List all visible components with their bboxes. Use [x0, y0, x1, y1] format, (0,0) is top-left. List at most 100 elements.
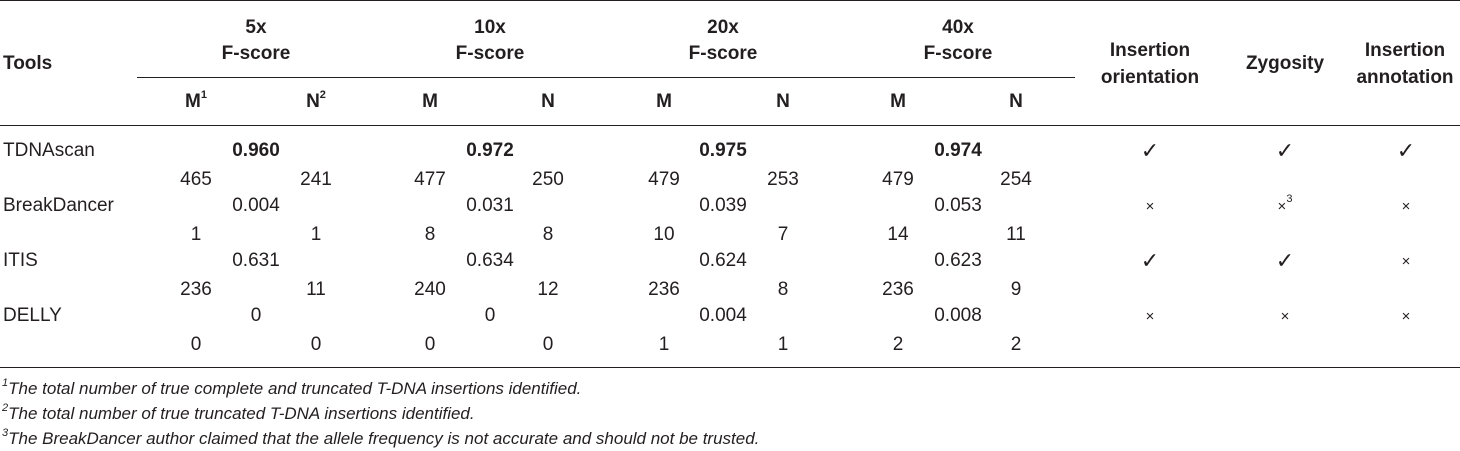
- n-count: 253: [767, 169, 799, 190]
- fscore-label: F-score: [923, 43, 993, 64]
- insertion-annotation-header: Insertion annotation: [1356, 40, 1454, 88]
- fscore-value: 0.008: [934, 305, 982, 326]
- m-count: 10: [653, 224, 675, 245]
- fscore-value: 0.634: [466, 250, 514, 271]
- n-count: 7: [777, 224, 789, 245]
- m-count: 0: [190, 334, 202, 355]
- n-count: 1: [310, 224, 322, 245]
- fscore-value: 0.031: [466, 195, 514, 216]
- m-count: 2: [892, 334, 904, 355]
- zygosity-mark: ×3: [1245, 193, 1325, 218]
- m-count: 465: [180, 169, 212, 190]
- m-count: 236: [180, 279, 212, 300]
- m-label: M: [185, 91, 201, 112]
- n-count: 0: [310, 334, 322, 355]
- coverage-rule: [137, 77, 1075, 78]
- n-count: 9: [1010, 279, 1022, 300]
- top-rule: [0, 0, 1460, 1]
- fscore-value: 0.039: [699, 195, 747, 216]
- annotation-mark-glyph: ×: [1401, 253, 1411, 270]
- table-bottom-rule: [0, 367, 1460, 368]
- annotation-mark-glyph: ✓: [1396, 138, 1416, 163]
- tools-header: Tools: [3, 53, 53, 74]
- insertion-orientation-header: Insertion orientation: [1100, 40, 1200, 88]
- annotation-mark: ×: [1366, 305, 1446, 328]
- m-label: M: [656, 91, 672, 112]
- n-count: 1: [777, 334, 789, 355]
- fscore-value: 0.624: [699, 250, 747, 271]
- footnote-2: 2The total number of true truncated T-DN…: [2, 402, 475, 423]
- footnote-1: 1The total number of true complete and t…: [2, 377, 582, 398]
- annotation-mark: ×: [1366, 195, 1446, 218]
- n-count: 8: [777, 279, 789, 300]
- n-count: 12: [537, 279, 559, 300]
- m-count: 1: [190, 224, 202, 245]
- m-count: 236: [882, 279, 914, 300]
- orientation-mark-glyph: ✓: [1140, 248, 1160, 273]
- n-count: 11: [1006, 224, 1026, 245]
- fscore-value: 0.053: [934, 195, 982, 216]
- m-count: 477: [414, 169, 446, 190]
- zygosity-header: Zygosity: [1245, 53, 1325, 74]
- fscore-value: 0.623: [934, 250, 982, 271]
- annotation-mark: ×: [1366, 250, 1446, 273]
- coverage-header-0: 5x F-score: [176, 17, 336, 65]
- coverage-header-1: 10x F-score: [410, 17, 570, 65]
- zygosity-mark: ✓: [1245, 140, 1325, 164]
- zygosity-mark: ×: [1245, 305, 1325, 328]
- zygosity-mark-glyph: ✓: [1275, 138, 1295, 163]
- n-label: N: [541, 91, 555, 112]
- coverage-label: 5x: [245, 17, 267, 38]
- n-label: N: [1009, 91, 1023, 112]
- n-label: N: [776, 91, 790, 112]
- footnote-ref-2: 2: [319, 89, 326, 101]
- annotation-mark: ✓: [1366, 140, 1446, 164]
- m-count: 236: [648, 279, 680, 300]
- fscore-value: 0.004: [699, 305, 747, 326]
- orientation-mark-glyph: ✓: [1140, 138, 1160, 163]
- fscore-value: 0.960: [232, 140, 280, 161]
- coverage-label: 10x: [474, 17, 506, 38]
- coverage-header-3: 40x F-score: [878, 17, 1038, 65]
- subheader-n-2: N: [743, 91, 823, 113]
- fscore-value: 0.974: [934, 140, 982, 161]
- m-label: M: [890, 91, 906, 112]
- n-count: 11: [306, 279, 326, 300]
- zygosity-mark-glyph: ✓: [1275, 248, 1295, 273]
- m-count: 8: [424, 224, 436, 245]
- footnote-ref-3: 3: [1286, 193, 1293, 205]
- annotation-mark-glyph: ×: [1401, 308, 1411, 325]
- orientation-mark-glyph: ×: [1145, 308, 1155, 325]
- header-bottom-rule: [0, 125, 1460, 126]
- fscore-value: 0.004: [232, 195, 280, 216]
- coverage-label: 20x: [707, 17, 739, 38]
- orientation-mark: ✓: [1110, 140, 1190, 164]
- orientation-mark: ×: [1110, 195, 1190, 218]
- tool-name: TDNAscan: [3, 140, 95, 161]
- fscore-value: 0: [250, 305, 262, 326]
- m-count: 479: [882, 169, 914, 190]
- subheader-m-1: M: [390, 91, 470, 113]
- fscore-value: 0.631: [232, 250, 280, 271]
- orientation-mark-glyph: ×: [1145, 198, 1155, 215]
- fscore-label: F-score: [455, 43, 525, 64]
- subheader-n-0: N2: [276, 89, 356, 113]
- orientation-mark: ×: [1110, 305, 1190, 328]
- subheader-n-3: N: [976, 91, 1056, 113]
- footnote-3: 3The BreakDancer author claimed that the…: [2, 427, 760, 448]
- tool-name: ITIS: [3, 250, 38, 271]
- subheader-m-2: M: [624, 91, 704, 113]
- footnote-ref-1: 1: [200, 89, 207, 101]
- zygosity-mark-glyph: ×: [1277, 198, 1287, 215]
- zygosity-mark-glyph: ×: [1280, 308, 1290, 325]
- zygosity-mark: ✓: [1245, 250, 1325, 274]
- tool-name: DELLY: [3, 305, 62, 326]
- subheader-m-0: M1: [156, 89, 236, 113]
- m-count: 1: [658, 334, 670, 355]
- n-count: 254: [1000, 169, 1032, 190]
- n-count: 250: [532, 169, 564, 190]
- fscore-value: 0: [484, 305, 496, 326]
- m-count: 14: [887, 224, 909, 245]
- coverage-label: 40x: [942, 17, 974, 38]
- annotation-mark-glyph: ×: [1401, 198, 1411, 215]
